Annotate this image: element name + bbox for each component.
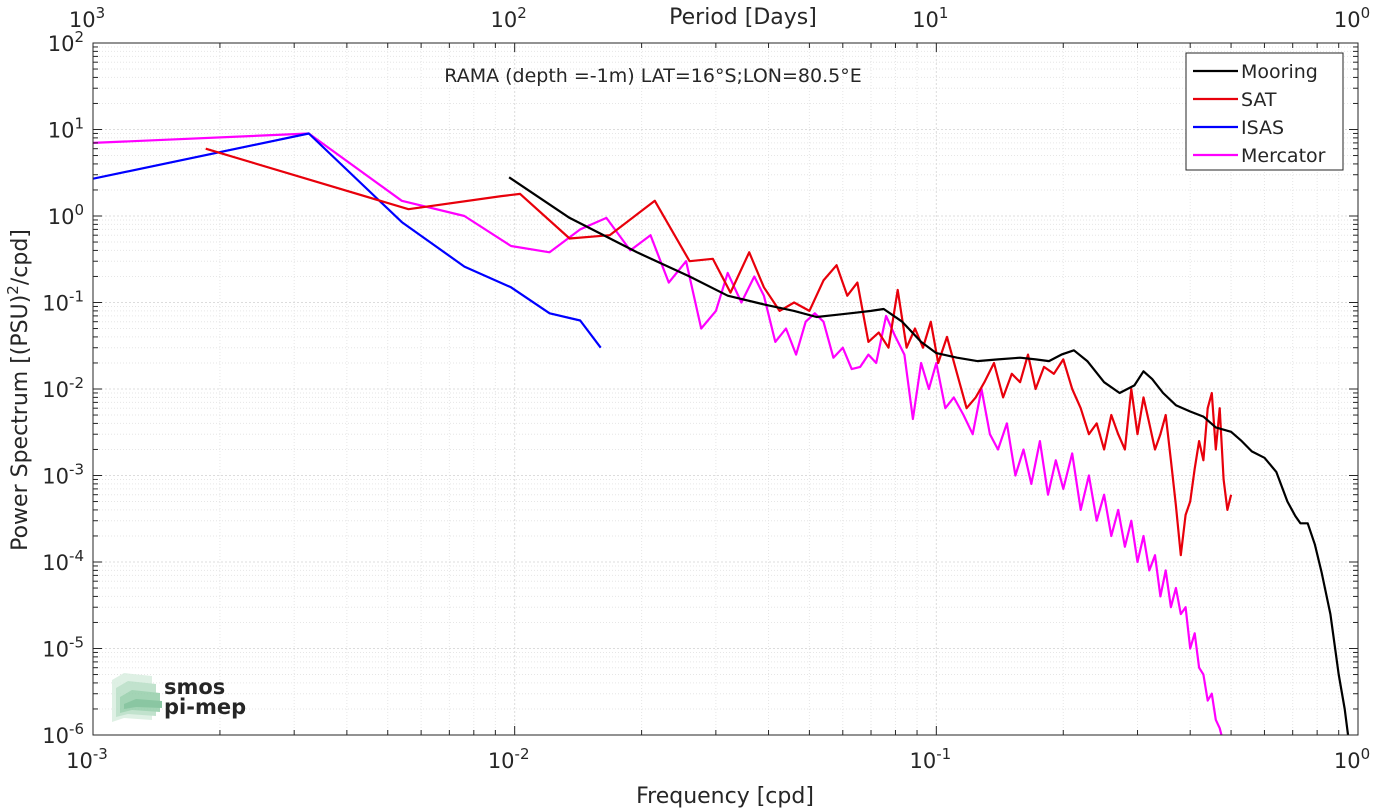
x-tick-label: 10-2 [488,745,530,773]
smos-pi-mep-logo: smos pi-mep [112,673,246,722]
series-line-mercator [93,132,1223,735]
series-layer [93,132,1350,735]
y-axis-label-main: Power Spectrum [(PSU) [8,295,33,551]
series-line-isas [93,132,602,349]
top-axis-label: Period [Days] [669,5,817,30]
y-axis-label-sup: 2 [4,285,22,295]
logo-text-pimep: pi-mep [164,695,246,719]
y-tick-label: 100 [48,201,84,229]
x2-tick-label: 100 [1334,4,1370,32]
legend-label-sat: SAT [1241,89,1277,111]
series-line-mooring [508,176,1350,735]
y-tick-label: 10-6 [42,720,84,748]
legend-label-mooring: Mooring [1241,61,1318,83]
y-tick-label: 102 [48,28,84,56]
x-tick-label: 10-3 [66,745,108,773]
y-tick-label: 10-5 [42,634,84,662]
x-tick-label: 100 [1334,745,1370,773]
legend: Mooring SAT ISAS Mercator [1185,52,1344,171]
y-tick-label: 101 [48,115,84,143]
x2-tick-label: 101 [912,4,948,32]
logo-graphic [112,673,162,722]
legend-label-isas: ISAS [1241,117,1284,139]
y-axis-label: Power Spectrum [(PSU)2/cpd] [4,229,33,551]
y-tick-label: 10-2 [42,374,84,402]
chart-annotation: RAMA (depth =-1m) LAT=16°S;LON=80.5°E [444,65,861,87]
tick-marks [92,42,1359,736]
x2-tick-label: 103 [69,4,105,32]
x2-tick-label: 102 [491,4,527,32]
legend-label-mercator: Mercator [1241,145,1326,167]
y-tick-label: 10-1 [42,288,84,316]
y-tick-label: 10-4 [42,547,84,575]
y-tick-label: 10-3 [42,461,84,489]
x-tick-label: 10-1 [909,745,951,773]
legend-box [1185,52,1344,171]
logo-text-smos: smos [164,675,225,699]
x-axis-label: Frequency [cpd] [636,784,814,809]
y-axis-label-tail: /cpd] [8,229,33,285]
